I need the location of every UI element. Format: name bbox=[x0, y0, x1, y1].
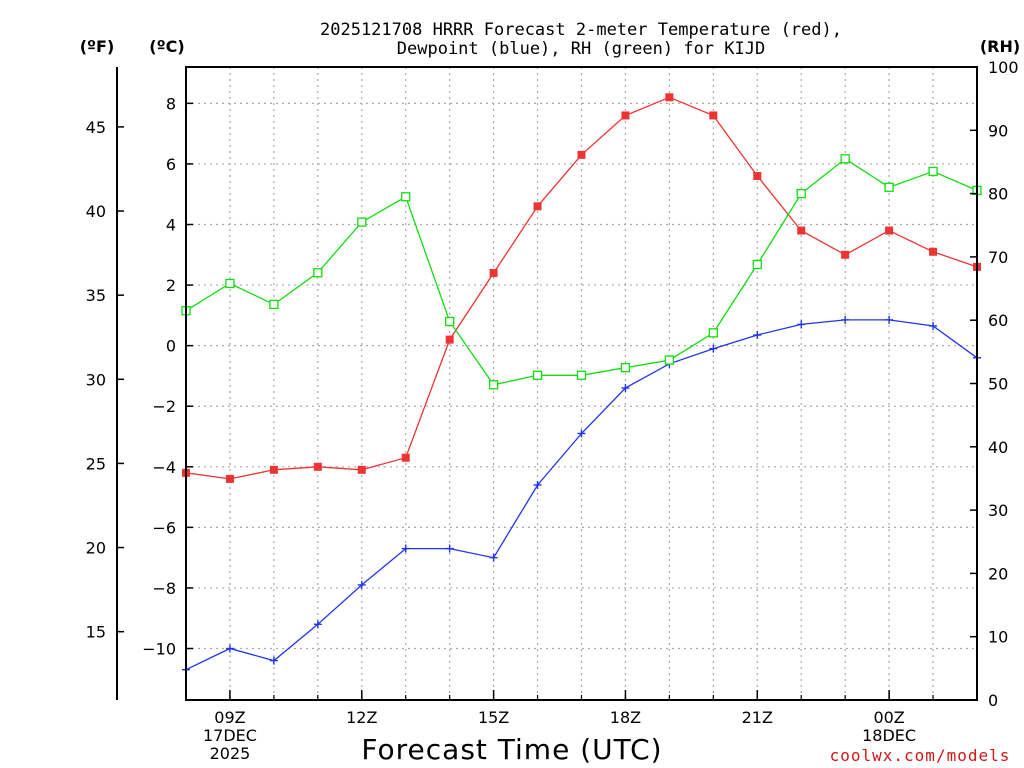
rh-point bbox=[620, 363, 631, 373]
temperature-point bbox=[841, 250, 850, 259]
chart-title-line-1: 2025121708 HRRR Forecast 2-meter Tempera… bbox=[320, 20, 842, 40]
rh-point bbox=[796, 188, 806, 199]
credit-text: coolwx.com/models bbox=[830, 746, 1011, 765]
rh-tick-label: 20 bbox=[988, 564, 1008, 583]
rh-point bbox=[664, 355, 675, 365]
rh-point bbox=[445, 316, 455, 327]
plot-frame bbox=[185, 66, 978, 701]
rh-tick-label: 70 bbox=[988, 248, 1008, 267]
temperature-point bbox=[885, 226, 894, 235]
celsius-tick-label: −4 bbox=[152, 458, 176, 477]
temperature-point bbox=[621, 111, 630, 120]
fahrenheit-tick-label: 15 bbox=[86, 623, 106, 642]
rh-point bbox=[313, 268, 323, 278]
rh-tick-label: 10 bbox=[988, 628, 1008, 647]
dewpoint-point bbox=[489, 553, 498, 562]
temperature-point bbox=[753, 172, 762, 181]
dewpoint-point bbox=[225, 644, 234, 653]
celsius-tick-label: 4 bbox=[166, 215, 176, 234]
temperature-point bbox=[929, 247, 938, 256]
temperature-point bbox=[401, 453, 410, 462]
rh-point bbox=[401, 192, 411, 202]
fahrenheit-tick-label: 40 bbox=[86, 202, 106, 221]
dewpoint-point bbox=[621, 384, 630, 393]
rh-point bbox=[708, 328, 718, 338]
dewpoint-point bbox=[841, 315, 850, 324]
temperature-point bbox=[489, 268, 498, 277]
dewpoint-point bbox=[401, 544, 410, 553]
temperature-point bbox=[445, 335, 454, 344]
temperature-point bbox=[533, 202, 542, 211]
rh-tick-label: 50 bbox=[988, 375, 1008, 394]
x-tick-label: 18DEC bbox=[862, 726, 916, 745]
rh-tick-label: 40 bbox=[988, 438, 1008, 457]
x-tick-label: 2025 bbox=[210, 744, 251, 763]
rh-point bbox=[532, 370, 543, 380]
x-tick-label: 12Z bbox=[346, 708, 377, 727]
rh-point bbox=[488, 380, 499, 390]
fahrenheit-tick-label: 25 bbox=[86, 454, 106, 473]
x-tick-label: 21Z bbox=[742, 708, 773, 727]
celsius-tick-label: 0 bbox=[166, 337, 176, 356]
temperature-point bbox=[225, 474, 234, 483]
temperature-point bbox=[709, 111, 718, 120]
rh-point bbox=[357, 217, 367, 227]
fahrenheit-tick-label: 30 bbox=[86, 370, 106, 389]
x-tick-label: 18Z bbox=[610, 708, 641, 727]
rh-point bbox=[269, 299, 279, 310]
rh-tick-label: 60 bbox=[988, 311, 1008, 330]
rh-point bbox=[225, 278, 235, 289]
rh-tick-label: 80 bbox=[988, 185, 1008, 204]
temperature-point bbox=[577, 150, 586, 159]
dewpoint-point bbox=[929, 321, 938, 330]
fahrenheit-tick-label: 35 bbox=[86, 286, 106, 305]
rh-point bbox=[840, 154, 850, 164]
rh-point bbox=[752, 259, 762, 270]
x-axis-label: Forecast Time (UTC) bbox=[361, 733, 662, 766]
rh-tick-label: 90 bbox=[988, 121, 1008, 140]
dewpoint-point bbox=[313, 620, 322, 629]
x-tick-label: 09Z bbox=[214, 708, 245, 727]
rh-tick-label: 0 bbox=[988, 691, 998, 710]
temperature-point bbox=[797, 226, 806, 235]
dewpoint-point bbox=[753, 331, 762, 340]
celsius-tick-label: −2 bbox=[152, 397, 176, 416]
rh-tick-label: 30 bbox=[988, 501, 1008, 520]
fahrenheit-tick-label: 20 bbox=[86, 539, 106, 558]
dewpoint-point bbox=[269, 656, 278, 665]
dewpoint-point bbox=[577, 429, 586, 438]
dewpoint-point bbox=[357, 580, 366, 589]
celsius-tick-label: 2 bbox=[166, 276, 176, 295]
fahrenheit-axis-unit: (ºF) bbox=[80, 37, 115, 56]
x-tick-label: 15Z bbox=[478, 708, 509, 727]
celsius-tick-label: 6 bbox=[166, 155, 176, 174]
temperature-point bbox=[269, 465, 278, 474]
axes-layer: −10−8−6−4−202468152025303540450102030405… bbox=[86, 58, 1019, 763]
dewpoint-point bbox=[885, 315, 894, 324]
grid-lines bbox=[186, 67, 977, 700]
x-tick-label: 00Z bbox=[873, 708, 904, 727]
rh-tick-label: 100 bbox=[988, 58, 1019, 77]
dewpoint-point bbox=[533, 480, 542, 489]
dewpoint-point bbox=[445, 544, 454, 553]
temperature-point bbox=[665, 93, 674, 102]
celsius-tick-label: −6 bbox=[152, 518, 176, 537]
temperature-point bbox=[313, 462, 322, 471]
celsius-tick-label: −10 bbox=[142, 640, 176, 659]
celsius-axis-unit: (ºC) bbox=[149, 37, 184, 56]
temperature-point bbox=[357, 465, 366, 474]
rh-point bbox=[928, 166, 938, 177]
chart-title-line-2: Dewpoint (blue), RH (green) for KIJD bbox=[397, 39, 765, 59]
rh-axis-unit: (RH) bbox=[980, 37, 1020, 56]
fahrenheit-tick-label: 45 bbox=[86, 118, 106, 137]
dewpoint-point bbox=[709, 344, 718, 353]
celsius-tick-label: −8 bbox=[152, 579, 176, 598]
rh-point bbox=[884, 182, 894, 192]
celsius-tick-label: 8 bbox=[166, 94, 176, 113]
series-layer bbox=[181, 93, 982, 674]
dewpoint-point bbox=[797, 320, 806, 329]
rh-point bbox=[576, 370, 587, 380]
x-tick-label: 17DEC bbox=[203, 726, 257, 745]
